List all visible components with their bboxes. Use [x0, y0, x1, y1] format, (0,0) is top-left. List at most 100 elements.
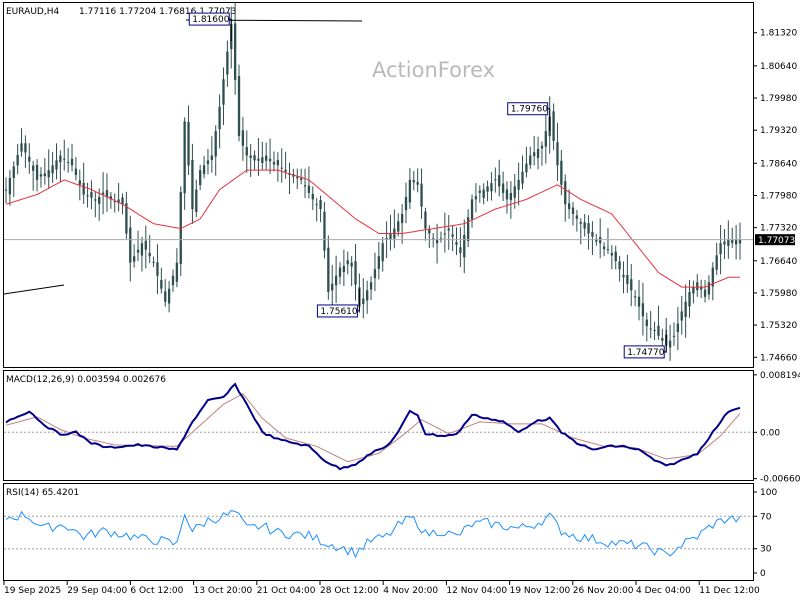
candle-body: [272, 162, 276, 165]
candle-body: [595, 239, 598, 242]
candle-body: [167, 288, 171, 304]
price-tick-label: 1.75980: [760, 289, 797, 299]
candle-body: [412, 180, 415, 183]
candle-body: [144, 240, 147, 250]
time-tick-label: 26 Nov 20:00: [573, 586, 634, 596]
candle-body: [257, 158, 260, 161]
candle-body: [703, 289, 707, 297]
candle-body: [288, 173, 291, 176]
candle-body: [253, 155, 256, 161]
rsi-panel-frame: [3, 483, 754, 581]
candle-body: [692, 287, 695, 294]
candle-body: [276, 160, 280, 166]
candle-body: [533, 152, 536, 157]
annotation-box: [507, 102, 549, 116]
candle-body: [630, 279, 633, 291]
candle-body: [187, 122, 190, 166]
candle-body: [63, 158, 66, 160]
candle-body: [160, 280, 163, 289]
candle-body: [668, 340, 672, 348]
candle-body: [280, 167, 283, 169]
candle-body: [39, 174, 43, 177]
candle-body: [657, 325, 660, 336]
candle-body: [8, 178, 12, 195]
candle-body: [560, 160, 563, 185]
candle-body: [331, 283, 334, 291]
candle-body: [152, 261, 155, 263]
candle-body: [233, 23, 237, 80]
candle-body: [719, 243, 722, 255]
rsi-tick-label: 0: [760, 569, 766, 579]
candle-body: [265, 155, 268, 161]
candle-body: [439, 238, 443, 240]
candle-body: [505, 189, 509, 200]
candle-body: [249, 155, 252, 158]
trend-line-left: [3, 284, 65, 295]
candle-body: [86, 195, 89, 197]
candle-body: [296, 176, 299, 179]
candle-body: [397, 221, 400, 232]
candle-body: [715, 255, 718, 270]
candle-body: [700, 286, 703, 290]
candle-body: [727, 239, 730, 246]
candle-body: [117, 199, 120, 204]
candle-body: [319, 199, 322, 210]
rsi-tick-label: 100: [760, 488, 777, 498]
candle-body: [610, 252, 614, 256]
candle-body: [299, 178, 303, 180]
candle-body: [486, 186, 489, 192]
candle-body: [575, 215, 579, 219]
candle-body: [315, 204, 318, 206]
candle-body: [222, 79, 225, 105]
candle-body: [206, 160, 210, 165]
candle-body: [400, 213, 404, 224]
candle-body: [214, 131, 217, 157]
candle-body: [268, 158, 272, 162]
candle-body: [408, 179, 412, 203]
candle-body: [731, 239, 734, 243]
candle-body: [51, 165, 54, 174]
rsi-levels: [4, 515, 753, 550]
candle-body: [509, 192, 513, 201]
candle-body: [303, 185, 307, 187]
candle-body: [389, 233, 392, 239]
time-tick-label: 19 Sep 2025: [4, 586, 61, 596]
rsi-line: [5, 509, 741, 559]
candle-body: [373, 269, 377, 279]
macd-title: MACD(12,26,9) 0.003594 0.002676: [6, 375, 166, 385]
candle-body: [323, 211, 326, 251]
price-tick-label: 1.75320: [760, 321, 797, 331]
candle-body: [711, 267, 714, 287]
candle-body: [672, 335, 676, 337]
candle-body: [20, 143, 23, 152]
candle-body: [284, 169, 287, 172]
candle-body: [420, 183, 423, 207]
candle-body: [125, 203, 128, 234]
candle-body: [226, 51, 229, 75]
candle-body: [338, 267, 342, 277]
candle-body: [556, 142, 559, 166]
candle-body: [156, 262, 159, 276]
candle-body: [474, 196, 478, 200]
price-axis: 1.81320 1.80640 1.79980 1.79320 1.78640 1.779…: [753, 29, 797, 363]
candle-body: [478, 190, 481, 193]
time-tick-label: 28 Oct 12:00: [320, 586, 379, 596]
rsi-title: RSI(14) 65.4201: [6, 488, 79, 498]
candle-body: [121, 197, 124, 205]
candle-body: [90, 192, 93, 198]
candle-body: [377, 256, 380, 269]
candle-body: [307, 185, 311, 193]
annotation-label: 1.81600: [192, 15, 229, 25]
candle-body: [606, 248, 610, 250]
candle-body: [459, 247, 462, 253]
candle-body: [171, 275, 175, 286]
candle-body: [501, 183, 505, 193]
candle-body: [567, 203, 571, 210]
candle-body: [723, 241, 726, 245]
candle-body: [517, 179, 520, 190]
candle-body: [113, 201, 116, 203]
candle-body: [587, 223, 590, 234]
candle-body: [191, 160, 194, 210]
macd-tick-label: 0.00: [760, 428, 780, 438]
candle-body: [645, 319, 648, 327]
